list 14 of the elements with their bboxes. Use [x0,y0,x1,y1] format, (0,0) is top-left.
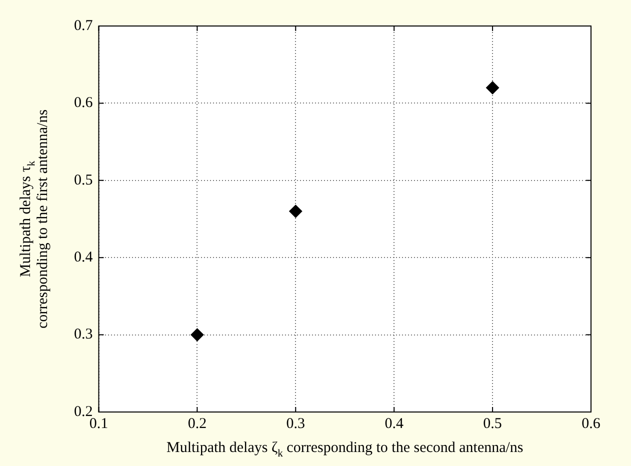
y-tick-label: 0.4 [74,250,94,266]
y-tick-label: 0.7 [74,18,94,34]
x-tick-label: 0.4 [384,416,404,432]
x-tick-label: 0.2 [188,416,207,432]
y-tick-label: 0.3 [74,326,93,343]
x-tick-label: 0.5 [483,416,502,432]
x-tick-label: 0.3 [286,416,306,432]
y-tick-label: 0.6 [74,95,94,112]
point [289,204,302,218]
point [190,328,204,342]
y-tick-label: 0.5 [74,172,93,188]
x-tick-label: 0.1 [89,416,108,432]
point [486,81,500,94]
x-tick-label: 0.6 [582,416,601,432]
